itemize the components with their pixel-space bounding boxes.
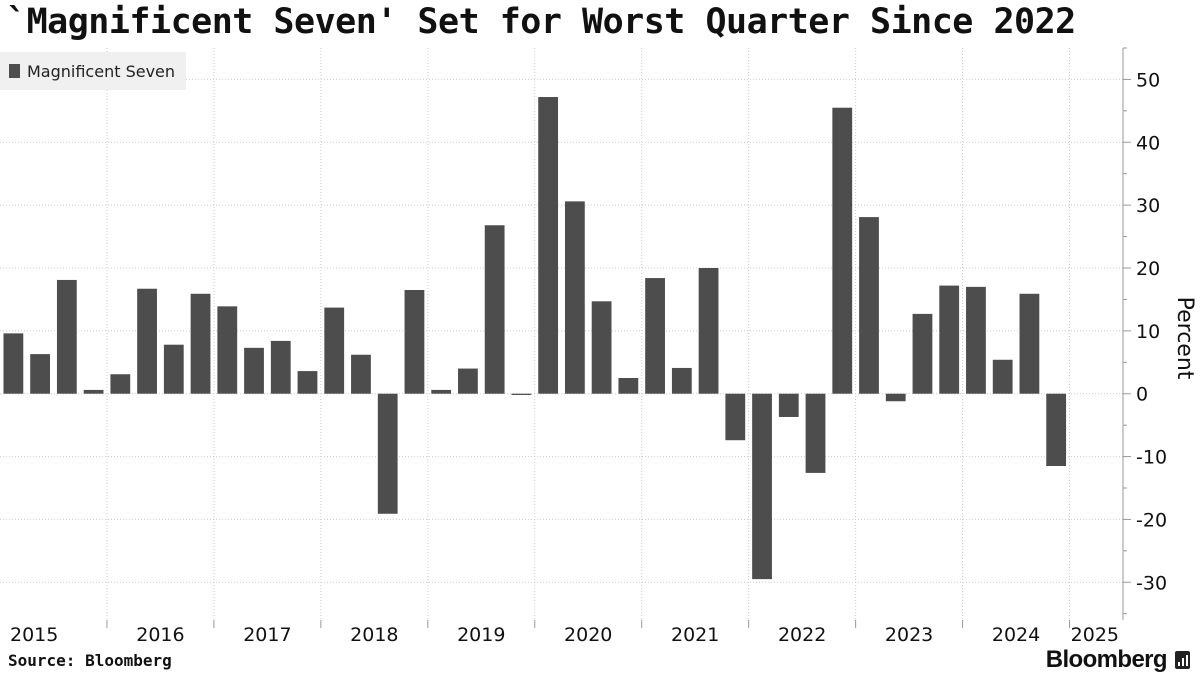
y-axis: 50 40 30 20 10 0 -10 -20 -30 Percent bbox=[1122, 47, 1197, 620]
x-tick-label: 2018 bbox=[350, 624, 398, 646]
legend: Magnificent Seven bbox=[0, 52, 186, 90]
bar bbox=[912, 313, 933, 394]
bar bbox=[431, 389, 452, 394]
bar bbox=[484, 225, 505, 394]
bar bbox=[538, 97, 559, 394]
y-tick-label: -10 bbox=[1136, 447, 1167, 469]
bar bbox=[377, 393, 398, 514]
legend-swatch bbox=[9, 64, 20, 78]
bar bbox=[458, 368, 478, 394]
y-tick-label: 20 bbox=[1136, 258, 1160, 280]
bar bbox=[725, 393, 746, 441]
bar bbox=[83, 389, 104, 394]
x-tick-label: 2021 bbox=[671, 624, 719, 646]
bar bbox=[992, 359, 1013, 394]
bar bbox=[671, 367, 692, 394]
y-tick-label: -20 bbox=[1136, 509, 1167, 531]
bar bbox=[163, 344, 184, 394]
bar bbox=[939, 285, 960, 394]
bar bbox=[1046, 393, 1067, 466]
bar bbox=[351, 354, 371, 394]
bar bbox=[244, 347, 264, 394]
bar bbox=[698, 268, 719, 394]
brand-name: Bloomberg bbox=[1045, 646, 1168, 673]
y-tick-label: 50 bbox=[1136, 69, 1160, 91]
bar bbox=[645, 278, 665, 394]
bar bbox=[859, 217, 879, 394]
x-tick-label: 2019 bbox=[457, 624, 505, 646]
x-tick-label: 2024 bbox=[992, 624, 1040, 646]
y-axis-label: Percent bbox=[1172, 297, 1197, 380]
y-tick-label: 10 bbox=[1136, 321, 1160, 343]
brand-logo: Bloomberg bbox=[1046, 646, 1190, 674]
bar bbox=[966, 286, 986, 394]
bar bbox=[190, 293, 211, 394]
bar bbox=[591, 301, 612, 394]
bar bbox=[30, 354, 50, 394]
y-tick-label: -30 bbox=[1136, 572, 1167, 594]
bar bbox=[511, 393, 532, 395]
bar bbox=[110, 374, 131, 394]
bar bbox=[324, 307, 345, 394]
x-tick-label: 2022 bbox=[778, 624, 826, 646]
x-tick-label: 2017 bbox=[243, 624, 291, 646]
bar bbox=[270, 340, 291, 394]
legend-box bbox=[0, 52, 186, 90]
x-tick-label: 2025 bbox=[1071, 624, 1119, 646]
bar bbox=[297, 371, 318, 394]
bar bbox=[778, 393, 799, 417]
bar bbox=[564, 201, 585, 394]
bars bbox=[3, 97, 1067, 580]
y-tick-label: 30 bbox=[1136, 195, 1160, 217]
bar bbox=[752, 393, 772, 580]
bar bbox=[3, 333, 24, 394]
bar bbox=[805, 393, 826, 473]
bar bbox=[217, 306, 238, 394]
bar bbox=[56, 279, 77, 394]
x-tick-label: 2023 bbox=[885, 624, 933, 646]
x-tick-label: 2020 bbox=[564, 624, 612, 646]
bar bbox=[137, 288, 157, 394]
grid-lines bbox=[0, 48, 1123, 620]
chart-title: `Magnificent Seven' Set for Worst Quarte… bbox=[6, 2, 1076, 42]
y-tick-label: 0 bbox=[1136, 384, 1148, 406]
bloomberg-bar-chart-icon bbox=[1175, 651, 1190, 669]
bar bbox=[618, 378, 639, 394]
source-note: Source: Bloomberg bbox=[8, 651, 172, 670]
legend-label: Magnificent Seven bbox=[27, 62, 175, 81]
x-axis: 2015 2016 2017 2018 2019 2020 2021 2022 2023 2024… bbox=[10, 620, 1119, 646]
bar bbox=[832, 107, 853, 394]
bar bbox=[885, 393, 906, 402]
bar bbox=[1019, 293, 1040, 394]
bar bbox=[404, 290, 425, 394]
x-tick-label: 2015 bbox=[10, 624, 58, 646]
x-tick-label: 2016 bbox=[136, 624, 184, 646]
y-tick-label: 40 bbox=[1136, 132, 1160, 154]
